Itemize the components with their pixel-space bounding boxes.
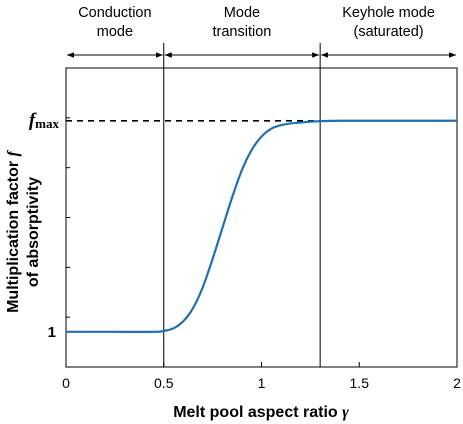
x-tick-label-1: 0.5 [154, 375, 174, 391]
x-tick-label-0: 0 [62, 375, 70, 391]
x-tick-label-2: 1 [258, 375, 266, 391]
plot-frame [65, 67, 458, 368]
fmax-symbol: f [29, 110, 37, 131]
x-axis-label-text: Melt pool aspect ratio [173, 404, 338, 421]
y-axis-label-symbol: f [5, 149, 22, 156]
region-labels: Conduction mode Mode transition Keyhole mode… [78, 5, 435, 40]
x-tick-label-3: 1.5 [350, 375, 370, 391]
region-label-1-line-0: Mode [224, 5, 260, 21]
region-label-0-line-0: Conduction [78, 5, 151, 21]
boundary-lines [163, 43, 321, 367]
region-label-0-line-1: mode [97, 24, 133, 40]
y-tick-label-one: 1 [48, 324, 56, 341]
x-tick-labels: 0 0.5 1 1.5 2 [62, 375, 461, 391]
fmax-subscript: max [35, 116, 59, 131]
region-label-2-line-0: Keyhole mode [342, 5, 435, 21]
x-axis-label: Melt pool aspect ratio γ [173, 404, 349, 421]
y-axis-label-line2: of absorptivity [25, 177, 42, 287]
tick-marks [66, 117, 360, 367]
y-axis-label-line1-text: Multiplication factor [5, 161, 22, 313]
region-label-1-line-1: transition [213, 24, 272, 40]
series-line [65, 119, 457, 333]
x-tick-label-4: 2 [453, 375, 461, 391]
y-tick-label-fmax: fmax [29, 110, 60, 131]
region-label-2-line-1: (saturated) [354, 24, 424, 40]
y-axis-label: Multiplication factor f of absorptivity [5, 149, 42, 312]
x-axis-label-symbol: γ [342, 404, 349, 421]
y-axis-label-line1: Multiplication factor f [5, 149, 22, 312]
